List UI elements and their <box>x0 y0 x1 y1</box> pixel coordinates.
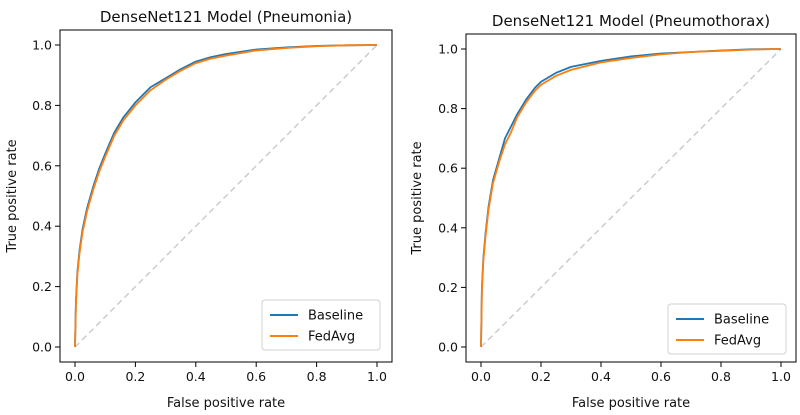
legend-box <box>667 303 787 355</box>
chart-pneumonia: DenseNet121 Model (Pneumonia) False posi… <box>5 8 393 411</box>
chart-title: DenseNet121 Model (Pneumothorax) <box>492 12 770 30</box>
y-ticks: 0.0 0.2 0.4 0.6 0.8 1.0 <box>32 38 60 355</box>
x-tick-label: 0.4 <box>186 369 206 384</box>
axes-frame <box>59 29 393 363</box>
plot-area <box>480 48 782 348</box>
x-tick-label: 0.8 <box>711 369 731 384</box>
y-ticks: 0.0 0.2 0.4 0.6 0.8 1.0 <box>438 42 466 355</box>
legend-label-baseline: Baseline <box>714 313 769 328</box>
chart-title: DenseNet121 Model (Pneumonia) <box>100 8 352 26</box>
y-tick-label: 0.2 <box>32 279 52 294</box>
chart-pneumothorax: DenseNet121 Model (Pneumothorax) False p… <box>410 12 797 411</box>
plot-area <box>74 44 378 348</box>
x-axis-label: False positive rate <box>572 396 690 411</box>
y-tick-label: 0.0 <box>32 340 52 355</box>
x-tick-label: 0.0 <box>65 369 85 384</box>
x-tick-label: 1.0 <box>771 369 791 384</box>
legend-label-fedavg: FedAvg <box>308 330 355 345</box>
legend-label-baseline: Baseline <box>308 309 363 324</box>
x-tick-label: 0.6 <box>246 369 266 384</box>
y-tick-label: 0.4 <box>32 219 52 234</box>
series-line-fedavg <box>480 48 782 348</box>
x-tick-label: 0.2 <box>531 369 551 384</box>
y-tick-label: 1.0 <box>438 42 458 57</box>
y-tick-label: 0.0 <box>438 340 458 355</box>
y-tick-label: 0.4 <box>438 220 458 235</box>
chance-line <box>74 44 378 348</box>
y-tick-label: 0.6 <box>438 161 458 176</box>
x-tick-label: 0.2 <box>125 369 145 384</box>
legend-label-fedavg: FedAvg <box>714 334 761 349</box>
chance-line <box>480 48 782 348</box>
x-ticks: 0.0 0.2 0.4 0.6 0.8 1.0 <box>471 362 791 384</box>
legend-box <box>261 299 381 351</box>
x-tick-label: 0.0 <box>471 369 491 384</box>
x-tick-label: 1.0 <box>367 369 387 384</box>
y-tick-label: 0.2 <box>438 280 458 295</box>
y-tick-label: 1.0 <box>32 38 52 53</box>
legend: Baseline FedAvg <box>667 303 787 355</box>
y-tick-label: 0.8 <box>438 101 458 116</box>
axes-frame <box>465 33 797 363</box>
x-tick-label: 0.6 <box>651 369 671 384</box>
legend: Baseline FedAvg <box>261 299 381 351</box>
x-ticks: 0.0 0.2 0.4 0.6 0.8 1.0 <box>65 362 387 384</box>
y-axis-label: True positive rate <box>410 141 425 255</box>
x-tick-label: 0.8 <box>307 369 327 384</box>
series-line-fedavg <box>74 44 378 348</box>
y-tick-label: 0.6 <box>32 158 52 173</box>
y-axis-label: True positive rate <box>5 139 20 253</box>
y-tick-label: 0.8 <box>32 98 52 113</box>
x-axis-label: False positive rate <box>167 396 285 411</box>
x-tick-label: 0.4 <box>591 369 611 384</box>
